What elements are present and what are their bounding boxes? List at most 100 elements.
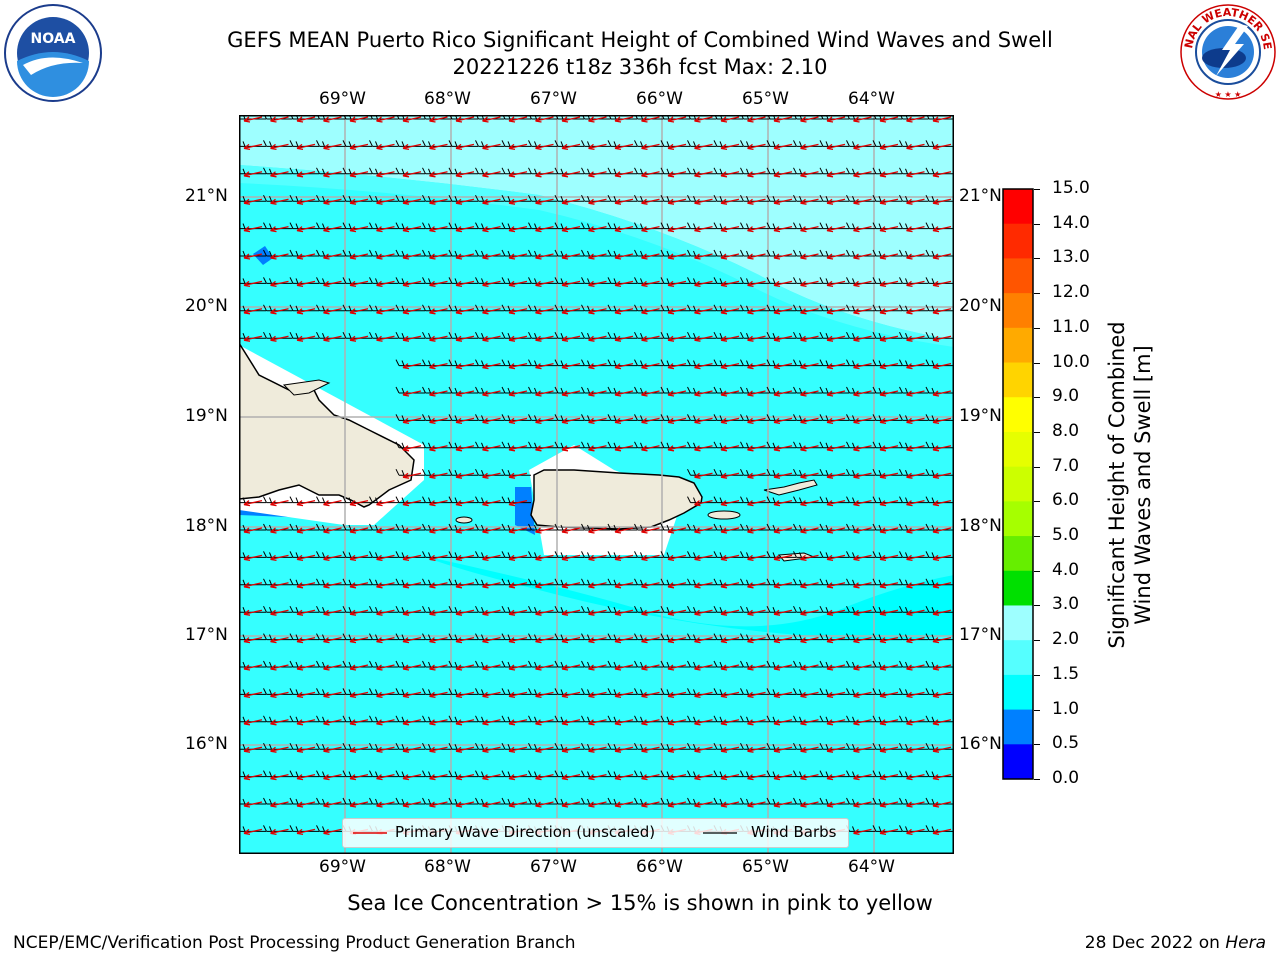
wave-direction-arrow bbox=[853, 417, 872, 425]
wave-direction-arrow bbox=[561, 116, 581, 123]
wave-direction-arrow bbox=[879, 746, 899, 753]
wave-direction-arrow bbox=[773, 554, 793, 562]
wave-direction-arrow bbox=[879, 636, 899, 644]
wave-direction-arrow bbox=[455, 609, 475, 616]
wave-direction-arrow bbox=[614, 664, 634, 671]
wave-direction-arrow bbox=[270, 773, 289, 781]
wave-direction-arrow bbox=[614, 198, 634, 205]
wave-direction-arrow bbox=[508, 308, 528, 315]
wave-direction-arrow bbox=[800, 362, 819, 370]
wave-direction-arrow bbox=[906, 335, 925, 342]
wave-direction-arrow bbox=[243, 335, 263, 342]
wave-direction-arrow bbox=[773, 417, 793, 425]
wave-direction-arrow bbox=[270, 828, 289, 836]
wave-direction-arrow bbox=[561, 253, 581, 260]
noaa-logo: NOAA bbox=[4, 4, 102, 102]
wave-direction-arrow bbox=[455, 499, 475, 507]
lat-label-right: 19°N bbox=[959, 406, 1002, 426]
wave-direction-arrow bbox=[906, 472, 925, 479]
wave-direction-arrow bbox=[402, 636, 422, 644]
wave-direction-arrow bbox=[429, 499, 448, 507]
wave-direction-arrow bbox=[932, 445, 952, 452]
lat-label-left: 21°N bbox=[185, 186, 228, 206]
wave-direction-arrow bbox=[773, 225, 793, 233]
wave-direction-arrow bbox=[296, 773, 316, 781]
wave-direction-arrow bbox=[508, 362, 528, 370]
wave-direction-arrow bbox=[402, 335, 422, 342]
wave-direction-arrow bbox=[773, 390, 793, 397]
wave-direction-arrow bbox=[561, 609, 581, 616]
wave-direction-arrow bbox=[773, 198, 793, 205]
branch-footer: NCEP/EMC/Verification Post Processing Pr… bbox=[13, 933, 576, 953]
wave-direction-arrow bbox=[270, 746, 289, 753]
wave-direction-arrow bbox=[853, 554, 872, 562]
wave-direction-arrow bbox=[641, 445, 660, 452]
wave-direction-arrow bbox=[588, 171, 607, 178]
puerto-rico-island bbox=[530, 469, 703, 530]
wave-direction-arrow bbox=[694, 554, 713, 562]
wave-direction-arrow bbox=[720, 198, 740, 205]
wave-direction-arrow bbox=[376, 801, 395, 808]
wave-direction-arrow bbox=[747, 746, 766, 753]
wave-direction-arrow bbox=[270, 582, 289, 589]
wave-direction-arrow bbox=[455, 280, 475, 288]
wave-direction-arrow bbox=[349, 664, 369, 671]
wave-direction-arrow bbox=[747, 691, 766, 699]
wave-direction-arrow bbox=[508, 746, 528, 753]
wave-direction-arrow bbox=[747, 636, 766, 644]
wave-direction-arrow bbox=[879, 253, 899, 260]
wave-direction-arrow bbox=[853, 308, 872, 315]
wave-direction-arrow bbox=[323, 225, 342, 233]
lon-label-bottom: 65°W bbox=[742, 857, 789, 877]
wave-direction-arrow bbox=[561, 527, 581, 534]
wave-direction-arrow bbox=[296, 253, 316, 260]
colorbar-segment bbox=[1003, 674, 1033, 711]
wave-direction-arrow bbox=[323, 308, 342, 315]
wave-direction-arrow bbox=[720, 253, 740, 260]
wave-direction-arrow bbox=[773, 773, 793, 781]
wave-direction-arrow bbox=[588, 636, 607, 644]
wave-direction-arrow bbox=[720, 664, 740, 671]
wave-direction-arrow bbox=[932, 143, 952, 151]
wave-direction-arrow bbox=[853, 390, 872, 397]
wave-direction-arrow bbox=[270, 527, 289, 534]
wave-direction-arrow bbox=[243, 171, 263, 178]
wave-direction-arrow bbox=[402, 253, 422, 260]
wave-direction-arrow bbox=[773, 171, 793, 178]
wave-direction-arrow bbox=[667, 773, 687, 781]
wave-direction-arrow bbox=[376, 664, 395, 671]
colorbar-tick-mark bbox=[1034, 293, 1040, 295]
wave-direction-arrow bbox=[826, 801, 846, 808]
wave-direction-arrow bbox=[614, 445, 634, 452]
wave-direction-arrow bbox=[641, 116, 660, 123]
wave-direction-arrow bbox=[641, 143, 660, 151]
wave-direction-arrow bbox=[588, 719, 607, 726]
wave-direction-arrow bbox=[694, 445, 713, 452]
wave-direction-arrow bbox=[932, 609, 952, 616]
wave-direction-arrow bbox=[800, 746, 819, 753]
wave-direction-arrow bbox=[720, 773, 740, 781]
wave-direction-arrow bbox=[455, 362, 475, 370]
wave-direction-arrow bbox=[508, 171, 528, 178]
wave-direction-arrow bbox=[667, 308, 687, 315]
wave-direction-arrow bbox=[588, 198, 607, 205]
wind-and-wave-vectors bbox=[239, 115, 954, 836]
lat-label-right: 18°N bbox=[959, 516, 1002, 536]
wave-direction-arrow bbox=[667, 335, 687, 342]
colorbar-segment bbox=[1003, 293, 1033, 329]
wave-direction-arrow bbox=[323, 335, 342, 342]
colorbar-tick-mark bbox=[1034, 327, 1040, 329]
wave-direction-arrow bbox=[270, 198, 289, 205]
wave-direction-arrow bbox=[879, 828, 899, 836]
wave-direction-arrow bbox=[747, 664, 766, 671]
wave-direction-arrow bbox=[429, 472, 448, 479]
wave-direction-arrow bbox=[614, 253, 634, 260]
wave-direction-arrow bbox=[614, 582, 634, 589]
wave-direction-arrow bbox=[561, 636, 581, 644]
map-frame bbox=[239, 115, 954, 854]
wave-direction-arrow bbox=[561, 225, 581, 233]
wave-direction-arrow bbox=[349, 527, 369, 534]
wave-direction-arrow bbox=[349, 746, 369, 753]
wave-direction-arrow bbox=[508, 417, 528, 425]
wave-direction-arrow bbox=[455, 171, 475, 178]
